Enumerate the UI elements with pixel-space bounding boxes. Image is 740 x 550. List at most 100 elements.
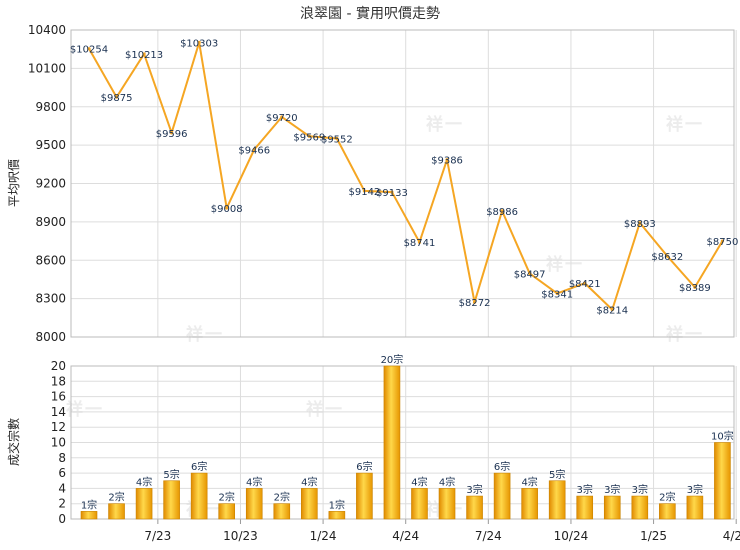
- volume-data-label-15: 6宗: [494, 460, 510, 473]
- bottom-y-tick-label-0: 0: [58, 512, 66, 526]
- price-point-20: [638, 221, 642, 225]
- volume-bar-2: [135, 488, 153, 520]
- volume-bar-15: [493, 472, 511, 520]
- volume-bar-6: [245, 488, 263, 520]
- price-data-label-13: $9386: [431, 156, 463, 167]
- price-point-22: [693, 285, 697, 289]
- volume-bar-17: [548, 480, 566, 520]
- bottom-y-tick-label-1: 2: [58, 497, 66, 511]
- y-axis-label-price: 平均呎價: [7, 159, 21, 207]
- price-point-2: [142, 52, 146, 56]
- price-data-label-5: $9008: [211, 204, 243, 215]
- volume-data-label-12: 4宗: [411, 475, 427, 488]
- volume-data-label-10: 6宗: [356, 460, 372, 473]
- x-tick-label-6: 1/25: [640, 529, 667, 543]
- price-point-6: [252, 147, 256, 152]
- volume-data-label-19: 3宗: [604, 483, 620, 496]
- top-y-tick-label-0: 8000: [35, 330, 66, 344]
- top-plot-frame: [70, 29, 735, 338]
- x-tick-label-7: 4/25: [723, 529, 740, 543]
- price-point-7: [280, 115, 284, 119]
- volume-data-label-9: 1宗: [329, 498, 345, 511]
- price-point-5: [225, 206, 229, 210]
- volume-data-label-8: 4宗: [301, 475, 317, 488]
- price-data-label-0: $10254: [70, 45, 108, 56]
- bottom-y-tick-label-7: 14: [51, 405, 66, 419]
- volume-data-label-1: 2宗: [108, 491, 124, 504]
- price-data-label-20: $8893: [624, 219, 656, 230]
- volume-bar-10: [356, 472, 373, 520]
- volume-data-label-5: 2宗: [219, 491, 235, 504]
- price-data-label-9: $9552: [321, 134, 353, 145]
- price-data-label-8: $9569: [293, 132, 325, 143]
- volume-data-label-3: 5宗: [163, 468, 179, 481]
- watermark-2: 祥一: [666, 114, 704, 135]
- price-data-label-14: $8272: [459, 298, 491, 309]
- x-tick-label-3: 4/24: [392, 529, 419, 543]
- bottom-y-tick-label-3: 6: [58, 466, 66, 480]
- price-point-16: [528, 271, 532, 276]
- volume-bar-16: [521, 488, 538, 520]
- price-point-0: [87, 47, 91, 51]
- volume-bar-21: [659, 503, 676, 520]
- price-point-19: [610, 308, 614, 312]
- price-data-label-23: $8750: [707, 237, 739, 248]
- volume-bar-14: [466, 495, 483, 520]
- y-axis-label-volume: 成交宗數: [6, 418, 21, 466]
- x-tick-label-1: 10/23: [223, 529, 258, 543]
- volume-data-label-4: 6宗: [191, 460, 207, 473]
- price-data-label-6: $9466: [238, 145, 270, 156]
- volume-data-label-21: 2宗: [659, 491, 675, 504]
- top-y-tick-label-5: 9500: [35, 138, 66, 152]
- watermark-0: 祥一: [186, 324, 224, 345]
- volume-data-label-0: 1宗: [81, 498, 97, 511]
- x-tick-label-4: 7/24: [475, 529, 502, 543]
- price-point-3: [170, 131, 174, 135]
- volume-data-label-14: 3宗: [466, 483, 482, 496]
- volume-bar-0: [80, 511, 98, 520]
- bottom-y-tick-label-4: 8: [58, 451, 66, 465]
- price-point-17: [555, 291, 559, 295]
- price-point-8: [307, 134, 311, 138]
- volume-data-label-23: 10宗: [711, 430, 734, 443]
- volume-bar-9: [328, 511, 346, 520]
- volume-data-label-20: 3宗: [632, 483, 648, 496]
- watermark-5: 祥一: [666, 324, 704, 345]
- bottom-y-tick-label-2: 4: [58, 481, 66, 495]
- volume-bar-1: [108, 503, 125, 520]
- bottom-y-tick-label-5: 10: [51, 436, 66, 450]
- price-point-14: [472, 300, 477, 304]
- volume-data-label-18: 3宗: [577, 483, 593, 496]
- price-point-13: [445, 158, 449, 162]
- price-data-label-10: $9142: [348, 187, 380, 198]
- price-data-label-7: $9720: [266, 113, 298, 124]
- top-y-tick-label-1: 8300: [35, 292, 66, 306]
- volume-data-label-6: 4宗: [246, 475, 262, 488]
- volume-bar-7: [273, 503, 291, 520]
- price-data-label-15: $8986: [486, 207, 518, 218]
- volume-bar-3: [163, 480, 180, 520]
- volume-bar-18: [576, 495, 594, 520]
- x-tick-label-0: 7/23: [144, 529, 171, 543]
- volume-bar-19: [603, 495, 621, 520]
- price-point-15: [500, 209, 504, 213]
- top-y-tick-label-6: 9800: [35, 100, 66, 114]
- volume-bar-20: [631, 495, 649, 520]
- price-data-label-22: $8389: [679, 283, 711, 294]
- price-point-4: [197, 40, 201, 45]
- volume-data-label-13: 4宗: [439, 475, 455, 488]
- volume-data-label-22: 3宗: [687, 483, 703, 496]
- volume-data-label-11: 20宗: [381, 353, 404, 366]
- price-data-label-12: $8741: [404, 238, 436, 249]
- bottom-y-tick-label-8: 16: [51, 390, 66, 404]
- price-point-21: [665, 254, 669, 258]
- volume-data-label-16: 4宗: [521, 475, 537, 488]
- volume-data-label-17: 5宗: [549, 468, 565, 481]
- x-tick-label-2: 1/24: [310, 529, 337, 543]
- price-data-label-1: $9875: [101, 93, 133, 104]
- price-point-1: [114, 95, 119, 99]
- volume-bar-22: [686, 495, 704, 520]
- price-point-11: [390, 190, 394, 194]
